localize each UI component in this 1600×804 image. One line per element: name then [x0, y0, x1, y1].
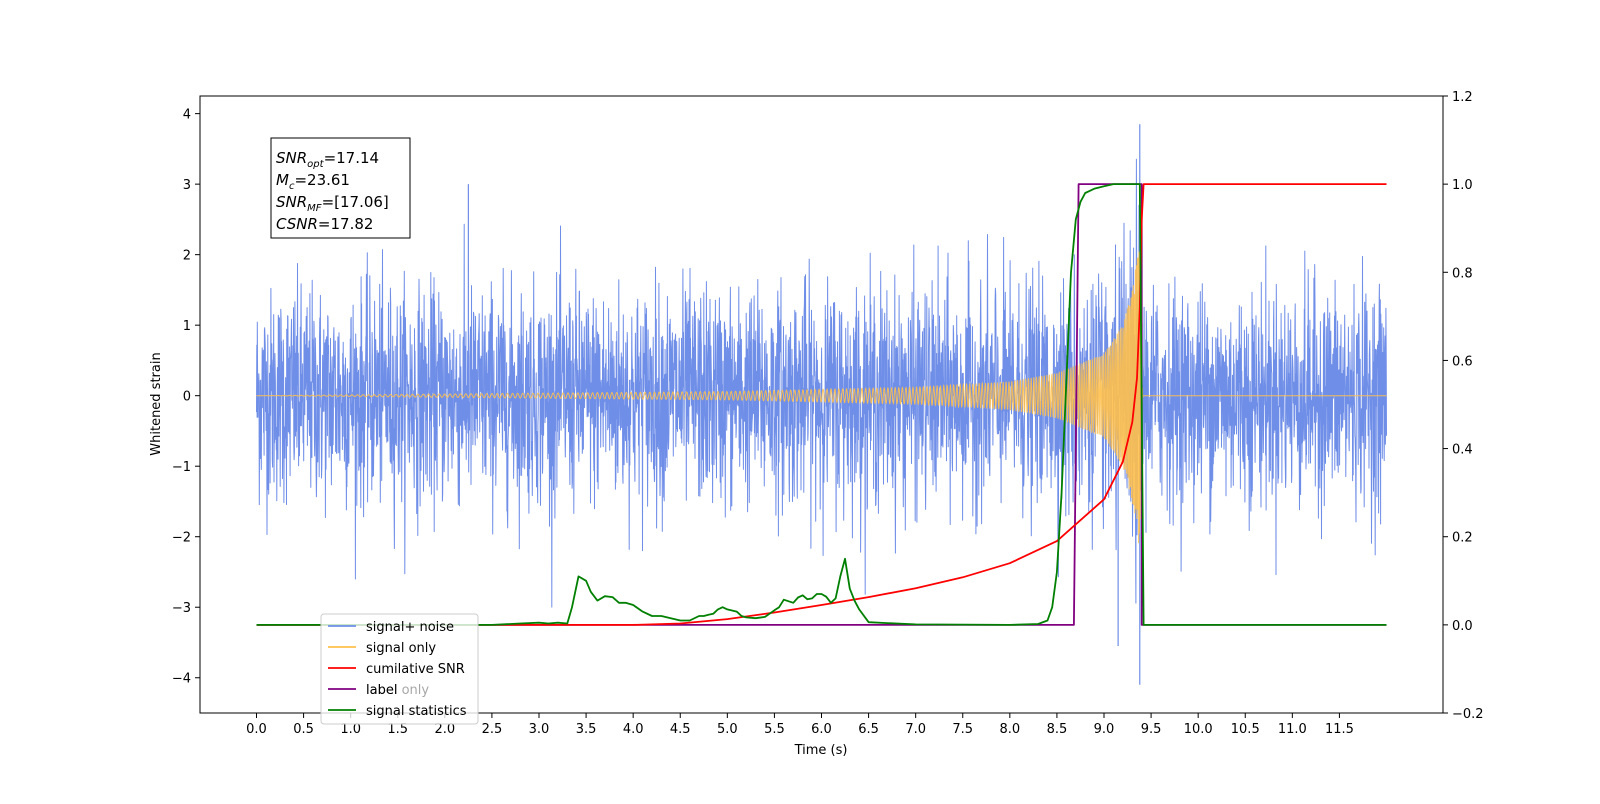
- legend-label: signal statistics: [366, 704, 467, 719]
- x-tick-label: 6.0: [811, 722, 832, 737]
- y-tick-right-label: 0.4: [1452, 443, 1473, 458]
- info-line: Mc=23.61: [276, 171, 350, 192]
- x-tick-label: 5.0: [717, 722, 738, 737]
- legend-label: signal only: [366, 641, 436, 656]
- x-tick-label: 7.0: [905, 722, 926, 737]
- y-tick-right-label: 1.2: [1452, 90, 1473, 105]
- x-tick-label: 4.5: [670, 722, 691, 737]
- y-tick-left-label: −1: [172, 460, 191, 475]
- x-axis-label: Time (s): [794, 743, 848, 758]
- legend-label: label: [366, 683, 397, 698]
- x-tick-label: 0.0: [246, 722, 267, 737]
- x-tick-label: 8.0: [999, 722, 1020, 737]
- y-axis-left: 4 3 2 1 0 −1 −2 −3 −4: [172, 108, 200, 687]
- y-tick-right-label: 1.0: [1452, 178, 1473, 193]
- y-tick-left-label: 0: [183, 390, 191, 405]
- y-tick-right-label: 0.8: [1452, 266, 1473, 281]
- y-axis-right: 1.2 1.0 0.8 0.6 0.4 0.2 0.0 −0.2: [1443, 90, 1484, 722]
- x-tick-label: 8.5: [1047, 722, 1068, 737]
- x-tick-label: 11.5: [1325, 722, 1354, 737]
- x-tick-label: 10.5: [1231, 722, 1260, 737]
- x-tick-label: 1.5: [387, 722, 408, 737]
- x-tick-label: 9.0: [1094, 722, 1115, 737]
- x-tick-label: 10.0: [1184, 722, 1213, 737]
- y-tick-left-label: −4: [172, 672, 191, 687]
- y-tick-right-label: −0.2: [1452, 707, 1484, 722]
- x-tick-label: 2.0: [434, 722, 455, 737]
- series-signal-statistics-line: [256, 183, 1387, 626]
- legend-label: signal+ noise: [366, 620, 454, 635]
- x-axis: 0.0 0.5 1.0 1.5 2.0 2.5 3.0 3.5 4.0 4.5 5.0 5.5 6.0 6…: [246, 713, 1354, 737]
- legend-ghost-label: label only: [366, 683, 429, 698]
- y-tick-left-label: 4: [183, 108, 191, 123]
- x-tick-label: 3.5: [576, 722, 597, 737]
- series-signal-noise-line: [256, 158, 1387, 608]
- y-tick-left-label: −3: [172, 601, 191, 616]
- series-signal-only-line: [256, 251, 1387, 544]
- x-tick-label: 0.5: [293, 722, 314, 737]
- x-tick-label: 1.0: [340, 722, 361, 737]
- y-tick-left-label: 2: [183, 249, 191, 264]
- series-cumulative-snr-line: [256, 183, 1387, 626]
- legend: signal+ noise signal only cumilative SNR la…: [320, 613, 479, 725]
- y-tick-left-label: 3: [183, 178, 191, 193]
- y-tick-right-label: 0.0: [1452, 619, 1473, 634]
- legend-label: cumilative SNR: [366, 662, 465, 677]
- x-tick-label: 11.0: [1278, 722, 1307, 737]
- x-tick-label: 9.5: [1141, 722, 1162, 737]
- y-tick-right-label: 0.6: [1452, 354, 1473, 369]
- x-tick-label: 5.5: [764, 722, 785, 737]
- legend-frame: [320, 613, 479, 725]
- info-line: SNRopt=17.14: [276, 149, 379, 170]
- y-tick-left-label: −2: [172, 531, 191, 546]
- x-tick-label: 4.0: [623, 722, 644, 737]
- x-tick-label: 2.5: [482, 722, 503, 737]
- y-tick-right-label: 0.2: [1452, 531, 1473, 546]
- info-box-frame: [270, 137, 411, 239]
- y-axis-label: Whitened strain: [149, 352, 164, 455]
- info-box: SNRopt=17.14Mc=23.61SNRMF=[17.06]CSNR=17…: [270, 137, 411, 239]
- info-line: SNRMF=[17.06]: [276, 193, 389, 214]
- info-line: CSNR=17.82: [276, 215, 373, 233]
- y-tick-left-label: 1: [183, 319, 191, 334]
- series-layer: [256, 124, 1387, 685]
- x-tick-label: 3.0: [529, 722, 550, 737]
- x-tick-label: 7.5: [952, 722, 973, 737]
- x-tick-label: 6.5: [858, 722, 879, 737]
